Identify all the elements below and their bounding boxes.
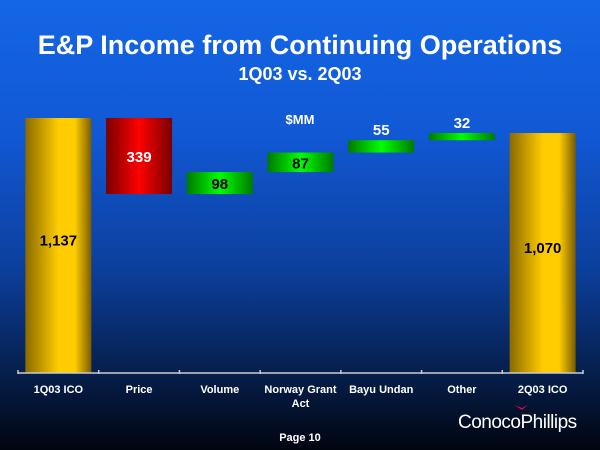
bar-other [428,133,495,141]
data-label: 1,070 [524,240,562,257]
category-label: Volume [200,384,239,396]
slide-subtitle: 1Q03 vs. 2Q03 [238,64,362,84]
data-label: 339 [127,149,152,166]
bar-2q03-ico [509,133,576,373]
company-logo: ConocoPhillips [458,412,577,433]
bar-bayu-undan [348,140,415,153]
unit-label: $MM [286,112,315,127]
data-label: 55 [373,122,390,139]
page-number: Page 10 [279,432,321,444]
category-label: Price [126,384,153,396]
data-label: 32 [454,115,471,132]
data-label: 98 [211,176,228,193]
bar-volume [186,172,253,195]
slide-title: E&P Income from Continuing Operations [37,30,563,60]
category-label: Act [292,398,310,410]
bar-norway-grant-act [267,152,334,173]
data-label: 1,137 [40,233,78,250]
category-label: 2Q03 ICO [518,384,568,396]
category-label: Bayu Undan [349,384,413,396]
category-label: 1Q03 ICO [34,384,84,396]
bar-price [106,118,173,195]
category-label: Other [447,384,477,396]
bar-1q03-ico [25,118,92,373]
data-label: 87 [292,155,309,172]
logo-swoosh-icon [514,405,528,410]
category-label: Norway Grant [264,384,336,396]
